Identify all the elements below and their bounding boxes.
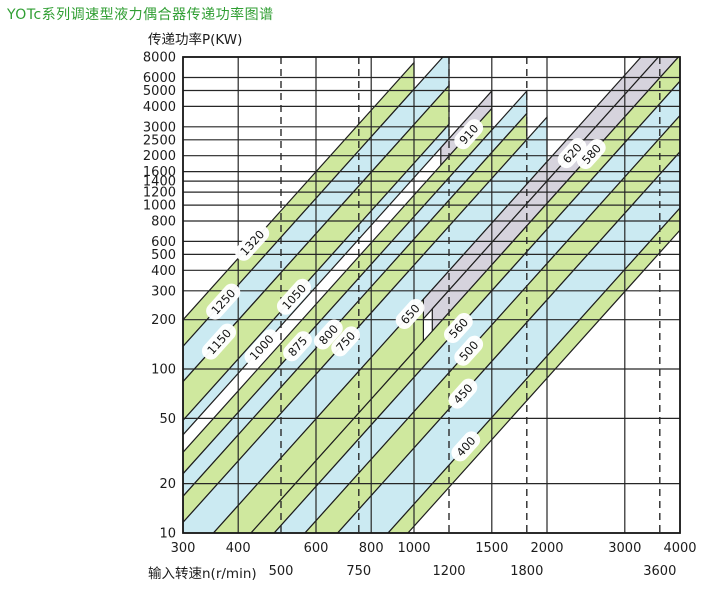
y-tick-label: 200	[151, 313, 176, 328]
x-tick-label-dashed: 750	[346, 564, 371, 579]
x-tick-label: 600	[304, 541, 329, 556]
y-tick-label: 3000	[143, 120, 176, 135]
x-tick-label: 4000	[663, 541, 696, 556]
x-tick-label-dashed: 1800	[510, 564, 543, 579]
y-tick-label: 8000	[143, 51, 176, 66]
x-tick-label: 3000	[608, 541, 641, 556]
y-tick-label: 10	[159, 527, 176, 542]
y-tick-label: 4000	[143, 100, 176, 115]
y-tick-label: 5000	[143, 84, 176, 99]
y-tick-label: 20	[159, 477, 176, 492]
x-tick-label-dashed: 1200	[432, 564, 465, 579]
y-tick-label: 2000	[143, 149, 176, 164]
y-tick-label: 1200	[143, 186, 176, 201]
y-tick-label: 50	[159, 412, 176, 427]
x-tick-label: 800	[359, 541, 384, 556]
x-tick-label: 300	[171, 541, 196, 556]
y-tick-label: 2500	[143, 133, 176, 148]
x-tick-label: 1500	[475, 541, 508, 556]
x-tick-label-dashed: 3600	[643, 564, 676, 579]
y-tick-label: 1400	[143, 175, 176, 190]
y-tick-label: 600	[151, 235, 176, 250]
y-tick-label: 100	[151, 363, 176, 378]
model-label-1000: 1000	[244, 329, 279, 366]
chart-title: YOTc系列调速型液力偶合器传递功率图谱	[7, 7, 274, 23]
grid-layer	[182, 56, 681, 534]
y-tick-label: 1000	[143, 199, 176, 214]
y-tick-label: 500	[151, 248, 176, 263]
x-tick-label: 1000	[397, 541, 430, 556]
y-tick-label: 1600	[143, 165, 176, 180]
x-tick-label: 400	[226, 541, 251, 556]
x-axis-title: 输入转速n(r/min)	[148, 566, 257, 582]
y-tick-label: 400	[151, 264, 176, 279]
model-band	[250, 57, 680, 533]
tick-labels-layer: 8000600050004000300025002000160014001200…	[143, 51, 697, 580]
y-tick-label: 800	[151, 215, 176, 230]
x-tick-label: 2000	[530, 541, 563, 556]
bands-layer	[183, 57, 680, 533]
y-axis-title: 传递功率P(KW)	[148, 32, 243, 48]
model-band	[273, 80, 680, 533]
model-band	[336, 150, 680, 533]
x-tick-label-dashed: 500	[269, 564, 294, 579]
y-tick-label: 300	[151, 284, 176, 299]
y-tick-label: 6000	[143, 71, 176, 86]
model-band	[304, 114, 680, 533]
